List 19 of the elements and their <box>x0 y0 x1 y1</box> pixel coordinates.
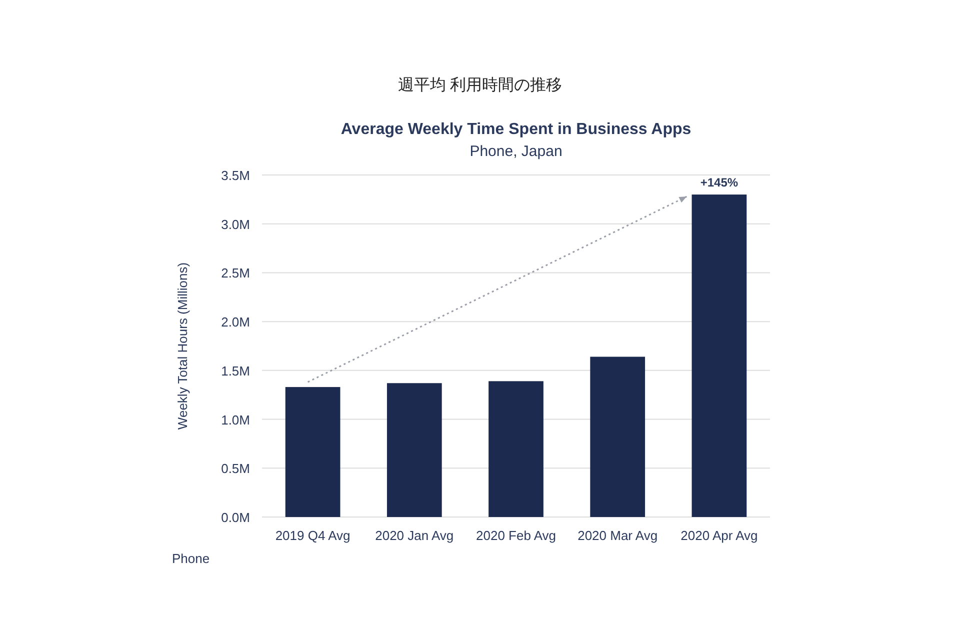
chart-subtitle: Phone, Japan <box>470 143 562 160</box>
x-tick-label: 2020 Feb Avg <box>476 528 556 543</box>
y-tick-label: 3.5M <box>221 168 250 183</box>
text: 週平均 利用時間の推移 <box>398 76 562 94</box>
x-tick-label: 2020 Apr Avg <box>680 528 758 543</box>
y-tick-label: 0.0M <box>221 510 250 525</box>
y-tick-label: 2.0M <box>221 314 250 330</box>
x-tick-label: 2019 Q4 Avg <box>275 528 350 543</box>
y-tick-label: 3.0M <box>221 216 250 232</box>
chart-title: Average Weekly Time Spent in Business Apps <box>340 121 692 138</box>
y-axis-title: Weekly Total Hours (Millions) <box>175 262 190 430</box>
y-tick-label: 2.5M <box>221 266 250 281</box>
y-tick-label: 1.5M <box>221 363 250 378</box>
x-tick-label: 2020 Mar Avg <box>578 528 658 543</box>
y-tick-label: 1.0M <box>221 412 250 428</box>
y-tick-label: 0.5M <box>221 461 250 476</box>
x-tick-label: 2020 Jan Avg <box>375 528 454 543</box>
annotation: +145% <box>700 176 738 190</box>
text: Phone <box>172 551 210 566</box>
